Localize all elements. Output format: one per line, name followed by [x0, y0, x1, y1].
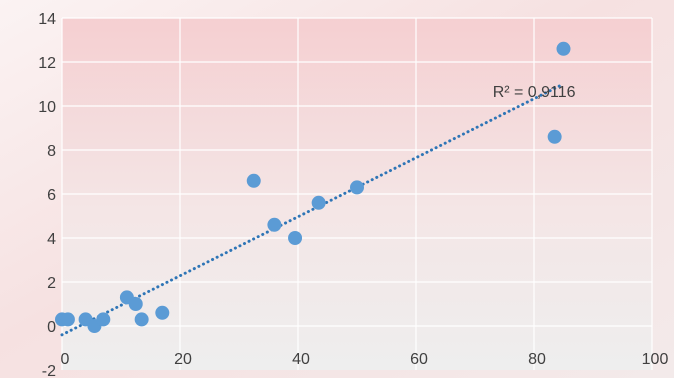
- x-tick-label: 80: [528, 351, 546, 368]
- y-tick-label: 14: [38, 11, 56, 28]
- grid-lines: [61, 17, 653, 370]
- trendline: [60, 82, 565, 337]
- data-point: [60, 312, 75, 327]
- data-points: [55, 41, 571, 333]
- x-tick-label: 20: [174, 351, 192, 368]
- data-point: [267, 217, 282, 232]
- y-tick-label: 8: [47, 143, 56, 160]
- y-tick-label: 12: [38, 55, 56, 72]
- data-point: [155, 305, 170, 320]
- x-tick-label: 60: [410, 351, 428, 368]
- data-point: [288, 231, 303, 245]
- data-point: [96, 312, 111, 327]
- x-axis-ticks: 0 20 40 60 80 100: [61, 351, 669, 368]
- data-point: [246, 173, 261, 188]
- x-tick-label: 100: [642, 351, 669, 368]
- y-tick-label: -2: [42, 363, 56, 378]
- data-point: [128, 297, 143, 311]
- y-tick-label: 4: [47, 231, 56, 248]
- y-tick-label: 2: [47, 275, 56, 292]
- data-point: [350, 180, 364, 195]
- data-point: [556, 41, 571, 56]
- data-point: [311, 195, 326, 210]
- y-tick-label: 10: [38, 99, 56, 116]
- r-squared-annotation: R² = 0,9116: [493, 84, 576, 101]
- data-point: [134, 312, 149, 327]
- y-tick-label: 0: [47, 319, 56, 336]
- y-tick-label: 6: [47, 187, 56, 204]
- data-point: [547, 129, 562, 144]
- y-axis-ticks: -2 0 2 4 6 8 10 12 14: [38, 11, 56, 378]
- x-tick-label: 40: [292, 351, 310, 368]
- x-tick-label: 0: [61, 351, 70, 368]
